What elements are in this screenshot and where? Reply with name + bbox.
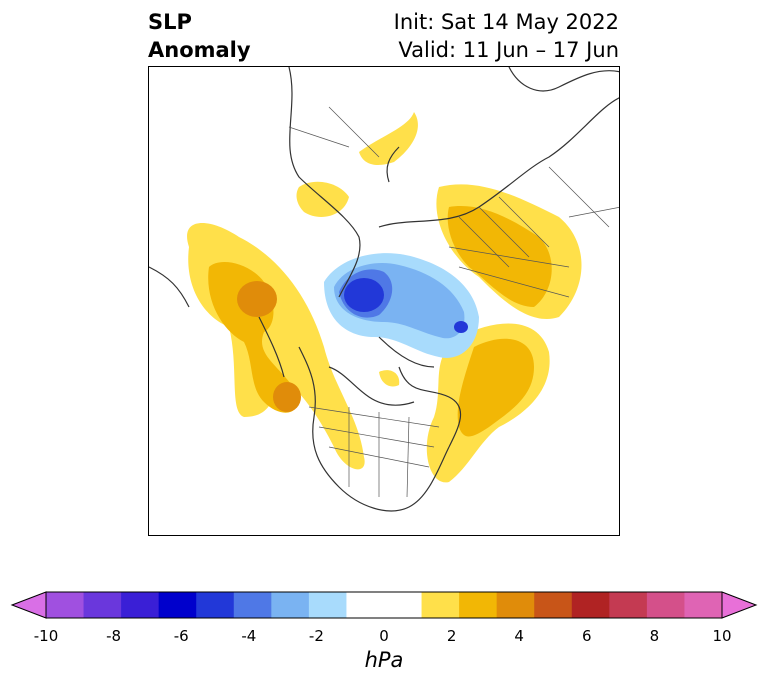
title-line-2: Anomaly	[148, 38, 251, 62]
colorbar-tick-label: -2	[308, 627, 324, 645]
colorbar-min-extend	[10, 591, 47, 619]
colorbar-segment	[496, 592, 535, 618]
colorbar-segment	[421, 592, 460, 618]
colorbar-tick-label: -6	[173, 627, 189, 645]
colorbar-segment	[233, 592, 272, 618]
date-block: Init: Sat 14 May 2022 Valid: 11 Jun – 17…	[394, 8, 619, 64]
negative-anomaly-shading	[324, 253, 479, 358]
colorbar-segments	[46, 592, 723, 618]
colorbar-segment	[609, 592, 648, 618]
colorbar-segment	[346, 592, 385, 618]
colorbar-tick-label: 2	[446, 627, 457, 645]
init-date: Init: Sat 14 May 2022	[393, 10, 619, 34]
colorbar-units: hPa	[364, 648, 404, 672]
colorbar-segment	[684, 592, 723, 618]
colorbar-outline	[45, 591, 723, 619]
colorbar-segment	[121, 592, 160, 618]
colorbar-segment	[459, 592, 498, 618]
positive-anomaly-shading	[187, 112, 582, 483]
colorbar-segment	[308, 592, 347, 618]
colorbar-segment	[196, 592, 235, 618]
colorbar-tick-label: 8	[649, 627, 660, 645]
colorbar-tick-label: -10	[33, 627, 59, 645]
colorbar-tick-label: -8	[106, 627, 122, 645]
colorbar-tick-label: 10	[712, 627, 732, 645]
colorbar-segment	[384, 592, 423, 618]
title-block: SLP Anomaly	[148, 8, 251, 64]
title-line-1: SLP	[148, 10, 192, 34]
colorbar-tick-label: 6	[582, 627, 592, 645]
coastlines	[149, 67, 619, 512]
colorbar-tick-label: -4	[241, 627, 257, 645]
political-borders	[288, 106, 619, 498]
valid-range: Valid: 11 Jun – 17 Jun	[398, 38, 619, 62]
anomaly-map	[149, 67, 619, 512]
colorbar-segment	[534, 592, 573, 618]
colorbar-segment	[83, 592, 122, 618]
colorbar-segment	[158, 592, 197, 618]
colorbar-max-extend	[721, 591, 758, 619]
colorbar-segment	[571, 592, 610, 618]
colorbar-tick-label: 0	[379, 627, 389, 645]
colorbar-segment	[646, 592, 685, 618]
colorbar	[10, 591, 758, 619]
colorbar-tick-label: 4	[514, 627, 524, 645]
colorbar-segment	[271, 592, 310, 618]
colorbar-segment	[46, 592, 85, 618]
map-panel	[148, 66, 620, 536]
